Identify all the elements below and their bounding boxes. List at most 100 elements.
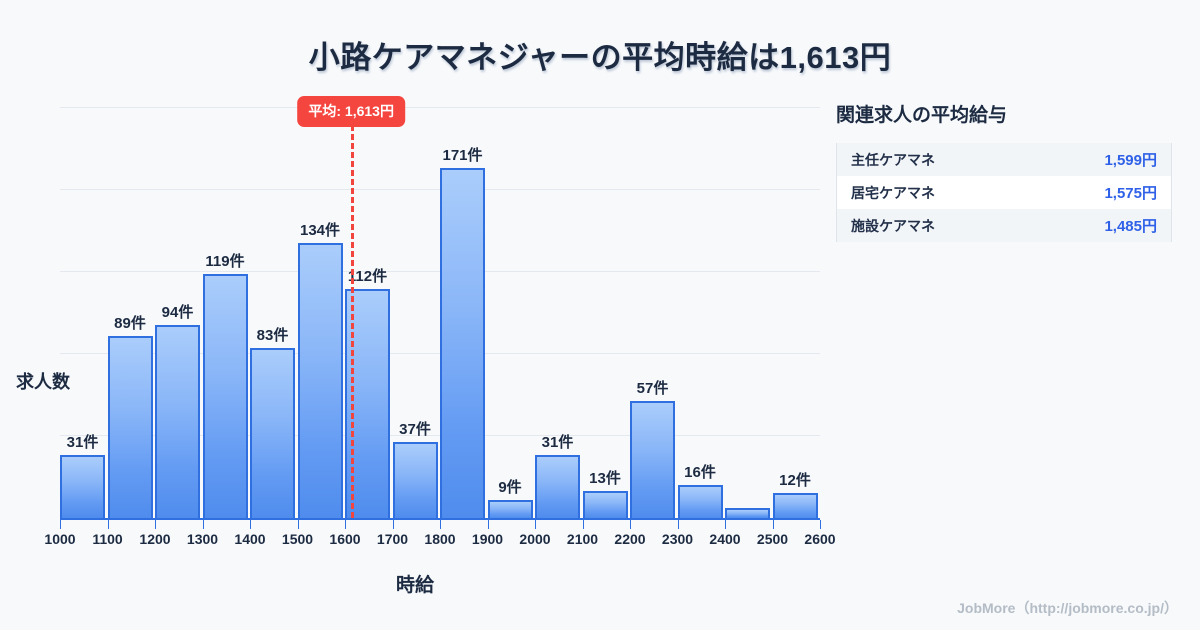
related-salary-value: 1,575円 xyxy=(1104,185,1157,202)
bar-slot: 13件 xyxy=(582,98,628,518)
x-axis-tick-label: 1600 xyxy=(329,531,361,547)
bar-value-label: 37件 xyxy=(399,421,431,439)
bars-group: 31件 89件 94件 119件 83件 134件 112件 37件 171件 9件 31件 13件 5… xyxy=(60,98,820,518)
histogram-bar[interactable] xyxy=(60,454,105,518)
x-axis-tick xyxy=(297,520,299,529)
average-line xyxy=(351,98,355,518)
bar-slot: 12件 xyxy=(772,98,818,518)
histogram-bar[interactable] xyxy=(725,507,770,518)
x-axis-tick xyxy=(487,520,489,529)
x-axis-tick-label: 2000 xyxy=(519,531,551,547)
x-axis-tick xyxy=(677,520,679,529)
bar-value-label: 16件 xyxy=(684,464,716,482)
related-salary-value: 1,485円 xyxy=(1104,218,1157,235)
footer-attribution: JobMore（http://jobmore.co.jp/） xyxy=(957,600,1178,616)
x-axis-tick xyxy=(250,520,251,529)
related-salary-panel: 関連求人の平均給与 主任ケアマネ 1,599円居宅ケアマネ 1,575円施設ケアマネ… xyxy=(836,100,1172,242)
x-axis-label: 時給 xyxy=(395,575,434,596)
x-axis: 1000 1100 1200 1300 1400 1500 1600 1700 1800 1900… xyxy=(44,520,836,552)
bar-value-label: 12件 xyxy=(779,472,811,490)
histogram-bar[interactable] xyxy=(155,325,200,518)
bar-value-label: 83件 xyxy=(256,326,289,344)
bar-slot: 83件 xyxy=(250,98,295,518)
x-axis-tick-label: 2100 xyxy=(566,531,599,547)
histogram-bar[interactable] xyxy=(487,499,533,518)
x-axis-tick xyxy=(60,520,61,529)
x-axis-tick xyxy=(155,520,156,529)
bar-slot: 119件 xyxy=(202,98,248,518)
bar-slot: 37件 xyxy=(392,98,438,518)
x-axis-tick xyxy=(440,520,441,529)
x-axis-tick-label: 2300 xyxy=(661,531,694,547)
bar-slot: 57件 xyxy=(630,98,675,518)
histogram-bar[interactable] xyxy=(202,274,248,518)
x-axis-tick xyxy=(820,520,821,529)
x-axis-tick xyxy=(392,520,394,529)
related-salary-name: 主任ケアマネ xyxy=(851,151,935,168)
bar-slot: 9件 xyxy=(487,98,533,518)
x-axis-tick-label: 1700 xyxy=(376,531,409,547)
related-salary-row[interactable]: 居宅ケアマネ 1,575円 xyxy=(837,176,1171,209)
x-axis-tick-label: 2200 xyxy=(614,531,646,547)
x-axis-tick-label: 1100 xyxy=(92,531,123,547)
histogram-bar[interactable] xyxy=(440,167,485,518)
histogram-bar[interactable] xyxy=(630,401,675,518)
bar-value-label: 171件 xyxy=(442,146,483,164)
bar-slot: 31件 xyxy=(60,98,105,518)
related-salary-name: 施設ケアマネ xyxy=(851,217,935,234)
x-axis-tick-label: 1400 xyxy=(234,531,266,547)
x-axis-tick-label: 1800 xyxy=(424,531,456,547)
bar-value-label: 31件 xyxy=(66,433,99,451)
bar-value-label: 57件 xyxy=(636,380,669,398)
x-axis-tick xyxy=(582,520,584,529)
histogram-bar[interactable] xyxy=(250,347,295,518)
bar-slot: 171件 xyxy=(440,98,485,518)
bar-slot: 16件 xyxy=(677,98,723,518)
bar-value-label: 31件 xyxy=(541,433,574,451)
x-axis-tick-label: 1500 xyxy=(281,531,314,547)
bar-value-label: 89件 xyxy=(114,314,146,332)
bar-value-label: 9件 xyxy=(498,478,522,496)
x-axis-tick xyxy=(535,520,536,529)
x-axis-tick xyxy=(772,520,774,529)
histogram-bar[interactable] xyxy=(107,335,153,518)
x-axis-tick-label: 1000 xyxy=(44,531,76,547)
bar-slot: 89件 xyxy=(107,98,153,518)
histogram-bar[interactable] xyxy=(392,442,438,518)
histogram-bar[interactable] xyxy=(535,454,580,518)
bar-value-label: 134件 xyxy=(299,222,341,240)
x-axis-tick-label: 2400 xyxy=(709,531,741,547)
axis-baseline xyxy=(60,518,820,520)
related-salary-table: 主任ケアマネ 1,599円居宅ケアマネ 1,575円施設ケアマネ 1,485円 xyxy=(836,143,1172,242)
related-salary-value: 1,599円 xyxy=(1104,152,1157,169)
bar-value-label: 112件 xyxy=(347,267,388,285)
x-axis-tick xyxy=(630,520,631,529)
related-salary-row[interactable]: 施設ケアマネ 1,485円 xyxy=(837,209,1171,242)
x-axis-tick-label: 2500 xyxy=(756,531,789,547)
x-axis-tick xyxy=(345,520,346,529)
y-axis-label: 求人数 xyxy=(16,372,70,392)
bar-value-label: 13件 xyxy=(589,470,621,488)
gridline-200 xyxy=(60,107,820,109)
histogram-bar[interactable] xyxy=(772,493,818,518)
related-salary-title: 関連求人の平均給与 xyxy=(836,105,1008,126)
bar-slot: 134件 xyxy=(297,98,343,518)
average-badge: 平均: 1,613円 xyxy=(297,96,405,127)
histogram-chart: 求人数 31件 89件 94件 119件 83件 134件 112件 37件 171件 9件 31件… xyxy=(0,90,836,547)
x-axis-tick-label: 1200 xyxy=(139,531,171,547)
page-title: 小路ケアマネジャーの平均時給は1,613円 xyxy=(308,40,892,75)
histogram-bar[interactable] xyxy=(582,491,628,518)
x-axis-tick xyxy=(202,520,204,529)
x-axis-tick-label: 2600 xyxy=(804,531,836,547)
related-salary-row[interactable]: 主任ケアマネ 1,599円 xyxy=(837,143,1171,176)
x-axis-tick-label: 1900 xyxy=(471,531,504,547)
histogram-bar[interactable] xyxy=(677,485,723,518)
bar-slot: 31件 xyxy=(535,98,580,518)
x-axis-tick-label: 1300 xyxy=(186,531,219,547)
related-salary-name: 居宅ケアマネ xyxy=(851,184,935,201)
histogram-bar[interactable] xyxy=(297,243,343,518)
bar-value-label: 119件 xyxy=(205,253,245,271)
bar-slot xyxy=(725,98,770,518)
x-axis-tick xyxy=(725,520,726,529)
